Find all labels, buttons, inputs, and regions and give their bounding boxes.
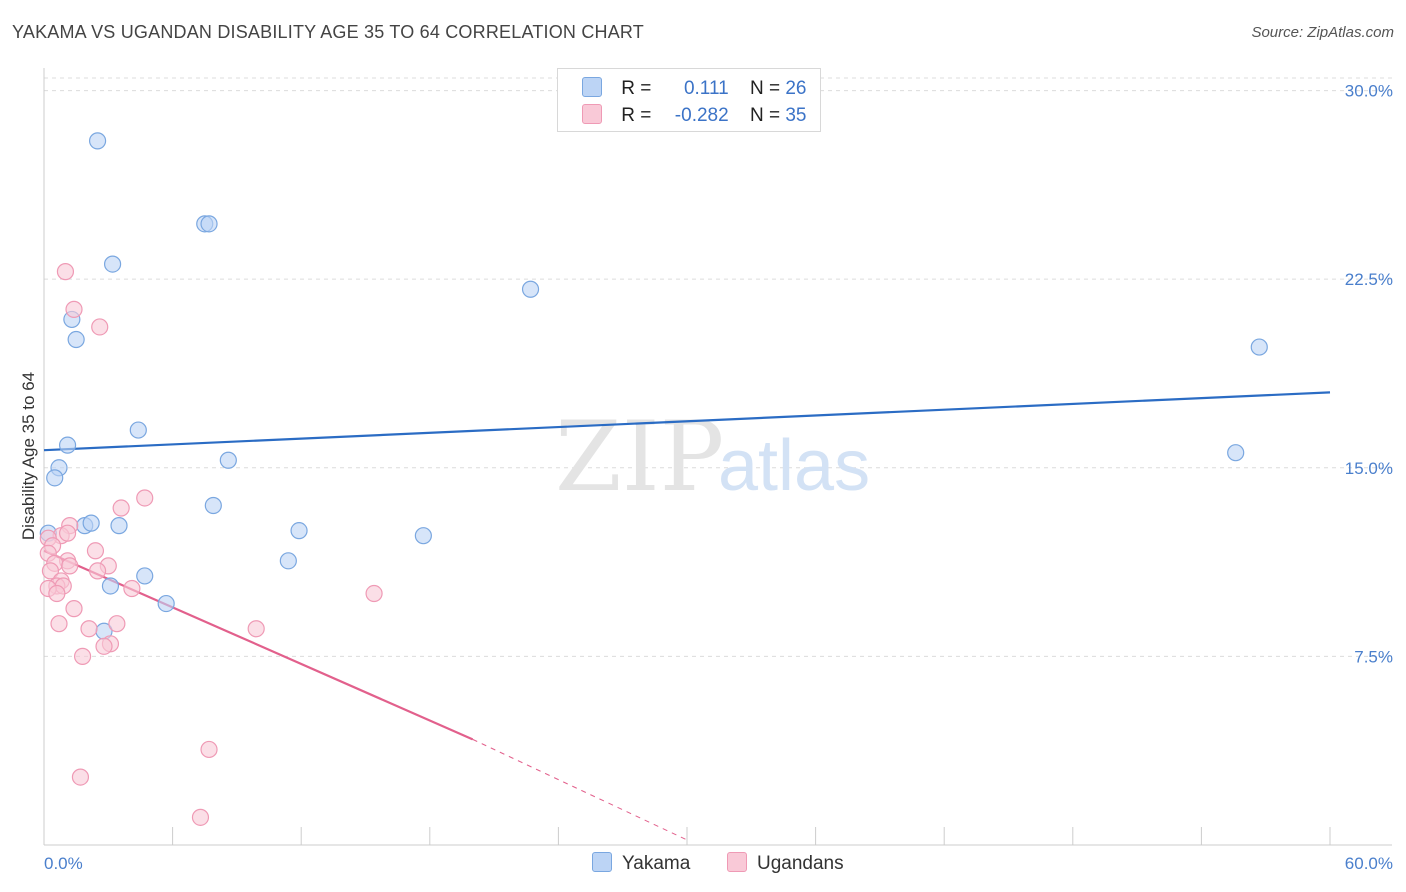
ugandan-point <box>191 808 210 826</box>
legend-n-label: N = <box>749 105 781 126</box>
legend-r-label: R = <box>621 78 652 99</box>
ugandan-point <box>80 620 98 638</box>
ugandan-trend-extension <box>472 738 688 841</box>
y-axis-label: Disability Age 35 to 64 <box>19 372 38 540</box>
yakama-trend-line <box>43 391 1331 452</box>
yakama-point <box>101 577 120 595</box>
ugandan-point <box>73 647 92 665</box>
ugandan-point <box>50 615 68 633</box>
yakama-point <box>82 514 100 532</box>
yakama-point <box>46 469 64 487</box>
ugandan-point <box>123 579 141 598</box>
source-label: Source: ZipAtlas.com <box>1251 24 1394 41</box>
ugandans-legend-swatch <box>727 852 747 872</box>
yakama-point <box>521 280 540 298</box>
y-tick-label: 7.5% <box>1354 647 1393 666</box>
yakama-legend-swatch <box>592 852 612 872</box>
ugandan-point <box>61 557 79 575</box>
yakama-point <box>279 552 297 570</box>
watermark: ZIP atlas <box>555 401 870 513</box>
ugandan-point <box>58 524 77 542</box>
ugandan-point <box>108 615 126 633</box>
legend-r-value: -0.282 <box>674 105 729 126</box>
ugandan-point <box>247 620 265 638</box>
yakama-point <box>88 132 107 150</box>
ugandan-point <box>71 768 90 786</box>
yakama-point <box>129 421 147 439</box>
yakama-point <box>414 527 432 545</box>
ugandan-point <box>91 318 109 336</box>
axes <box>43 68 1392 846</box>
legend-row-yakama: R = 0.111 N = 26 <box>582 77 806 101</box>
ugandan-point <box>95 637 113 655</box>
legend-r-value: 0.111 <box>683 78 729 99</box>
ugandan-point <box>200 740 218 759</box>
ugandan-point <box>56 263 75 281</box>
ugandan-point <box>65 300 83 318</box>
yakama-point <box>67 330 85 349</box>
ugandan-point <box>365 584 383 603</box>
x-tick-label: 0.0% <box>44 854 83 873</box>
grid-lines <box>44 77 1392 657</box>
legend-n-value: 26 <box>785 78 807 99</box>
ugandan-point <box>86 542 105 560</box>
ugandan-point <box>41 562 60 580</box>
legend-n-value: 35 <box>785 105 807 126</box>
y-tick-label: 22.5% <box>1345 270 1393 289</box>
yakama-point <box>290 522 308 540</box>
yakama-point <box>1227 444 1245 462</box>
data-points <box>39 132 1268 826</box>
yakama-point <box>103 255 122 273</box>
watermark-atlas: atlas <box>718 426 870 506</box>
yakama-point <box>200 215 218 233</box>
yakama-point <box>219 451 237 469</box>
yakama-point <box>136 567 154 585</box>
chart-title: YAKAMA VS UGANDAN DISABILITY AGE 35 TO 6… <box>12 22 644 42</box>
legend-r-label: R = <box>621 105 652 126</box>
legend-n-label: N = <box>749 78 781 99</box>
yakama-swatch <box>582 77 602 97</box>
watermark-zip: ZIP <box>555 401 724 513</box>
ugandans-swatch <box>582 104 602 124</box>
ugandan-point <box>65 600 83 618</box>
yakama-legend-label: Yakama <box>622 853 691 874</box>
bottom-legend-yakama: Yakama <box>592 852 690 875</box>
legend-row-ugandans: R = -0.282 N = 35 <box>582 104 806 128</box>
y-tick-label: 30.0% <box>1345 82 1393 101</box>
correlation-legend: R = 0.111 N = 26 R = -0.282 N = 35 <box>557 68 821 132</box>
x-tick-label: 60.0% <box>1345 854 1393 873</box>
ugandan-point <box>112 499 130 517</box>
yakama-point <box>157 594 175 613</box>
yakama-point <box>1250 338 1268 356</box>
yakama-point <box>58 436 77 454</box>
y-tick-label: 15.0% <box>1345 459 1393 478</box>
tick-labels: 7.5% 15.0% 22.5% 30.0% 0.0% 60.0% <box>44 82 1393 873</box>
bottom-legend-ugandans: Ugandans <box>727 852 844 875</box>
ugandan-point <box>136 489 154 507</box>
ugandans-legend-label: Ugandans <box>757 853 844 874</box>
yakama-point <box>204 496 222 515</box>
ugandan-point <box>88 562 107 580</box>
yakama-point <box>110 517 128 535</box>
ugandan-point <box>48 584 66 603</box>
